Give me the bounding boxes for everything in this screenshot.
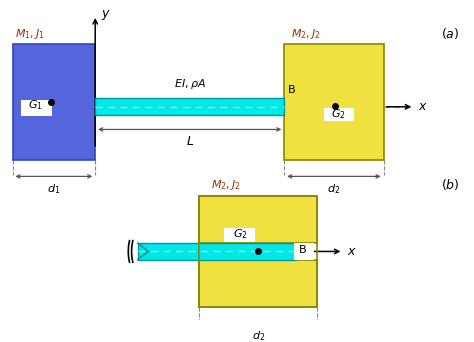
Text: $(b)$: $(b)$ — [440, 177, 459, 192]
Text: $d_2$: $d_2$ — [327, 182, 340, 196]
Bar — [199, 196, 318, 243]
Text: $d_2$: $d_2$ — [252, 329, 265, 342]
Text: $x$: $x$ — [418, 100, 428, 113]
Bar — [138, 243, 296, 260]
Bar — [21, 100, 52, 116]
Text: B: B — [300, 245, 307, 255]
Text: $M_2, J_2$: $M_2, J_2$ — [211, 179, 241, 192]
Bar — [199, 260, 318, 307]
Bar — [294, 242, 314, 260]
Bar — [324, 108, 355, 121]
Bar — [12, 44, 95, 160]
Text: $y$: $y$ — [101, 8, 111, 22]
Bar — [224, 228, 255, 241]
Bar — [284, 44, 383, 160]
Text: $M_2, J_2$: $M_2, J_2$ — [292, 27, 321, 41]
Text: $G_2$: $G_2$ — [233, 227, 248, 241]
Text: $x$: $x$ — [347, 245, 357, 258]
Text: $(a)$: $(a)$ — [441, 26, 459, 41]
Bar — [199, 196, 318, 307]
Text: $d_1$: $d_1$ — [47, 182, 61, 196]
Text: $G_2$: $G_2$ — [331, 107, 346, 121]
Bar — [95, 98, 284, 115]
Text: $G_1$: $G_1$ — [28, 98, 43, 112]
Text: B: B — [288, 85, 296, 95]
Text: $EI, \rho A$: $EI, \rho A$ — [174, 77, 206, 91]
Text: $M_1, J_1$: $M_1, J_1$ — [15, 27, 45, 41]
Text: $L$: $L$ — [186, 135, 194, 148]
